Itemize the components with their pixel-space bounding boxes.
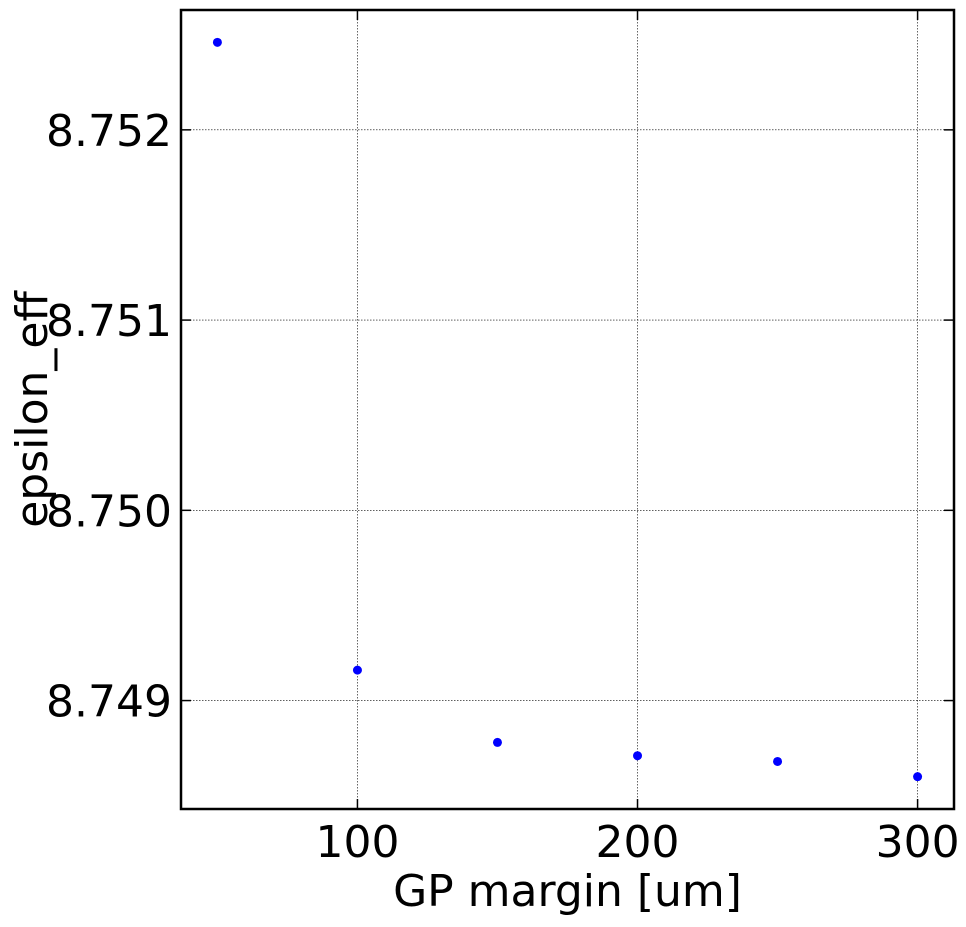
plot-frame — [179, 8, 956, 811]
x-tick-label: 200 — [596, 817, 680, 868]
data-point — [492, 737, 502, 747]
axis-ticks — [181, 10, 954, 809]
y-tick-label: 8.749 — [46, 677, 172, 728]
data-points — [212, 37, 923, 782]
data-point — [913, 772, 923, 782]
x-tick-label: 300 — [876, 817, 960, 868]
grid-lines — [181, 10, 954, 809]
x-tick-label: 100 — [315, 817, 399, 868]
y-tick-labels: 8.749 8.750 8.751 8.752 — [46, 106, 172, 728]
y-tick-label: 8.752 — [46, 106, 172, 157]
data-point — [212, 37, 222, 47]
y-tick-label: 8.751 — [46, 296, 172, 347]
data-point — [773, 756, 783, 766]
data-point — [633, 751, 643, 761]
data-point — [352, 665, 362, 675]
x-tick-labels: 100 200 300 — [315, 817, 959, 868]
y-axis-label: epsilon_eff — [7, 290, 58, 528]
y-tick-label: 8.750 — [46, 486, 172, 537]
x-axis-label: GP margin [um] — [393, 866, 742, 917]
